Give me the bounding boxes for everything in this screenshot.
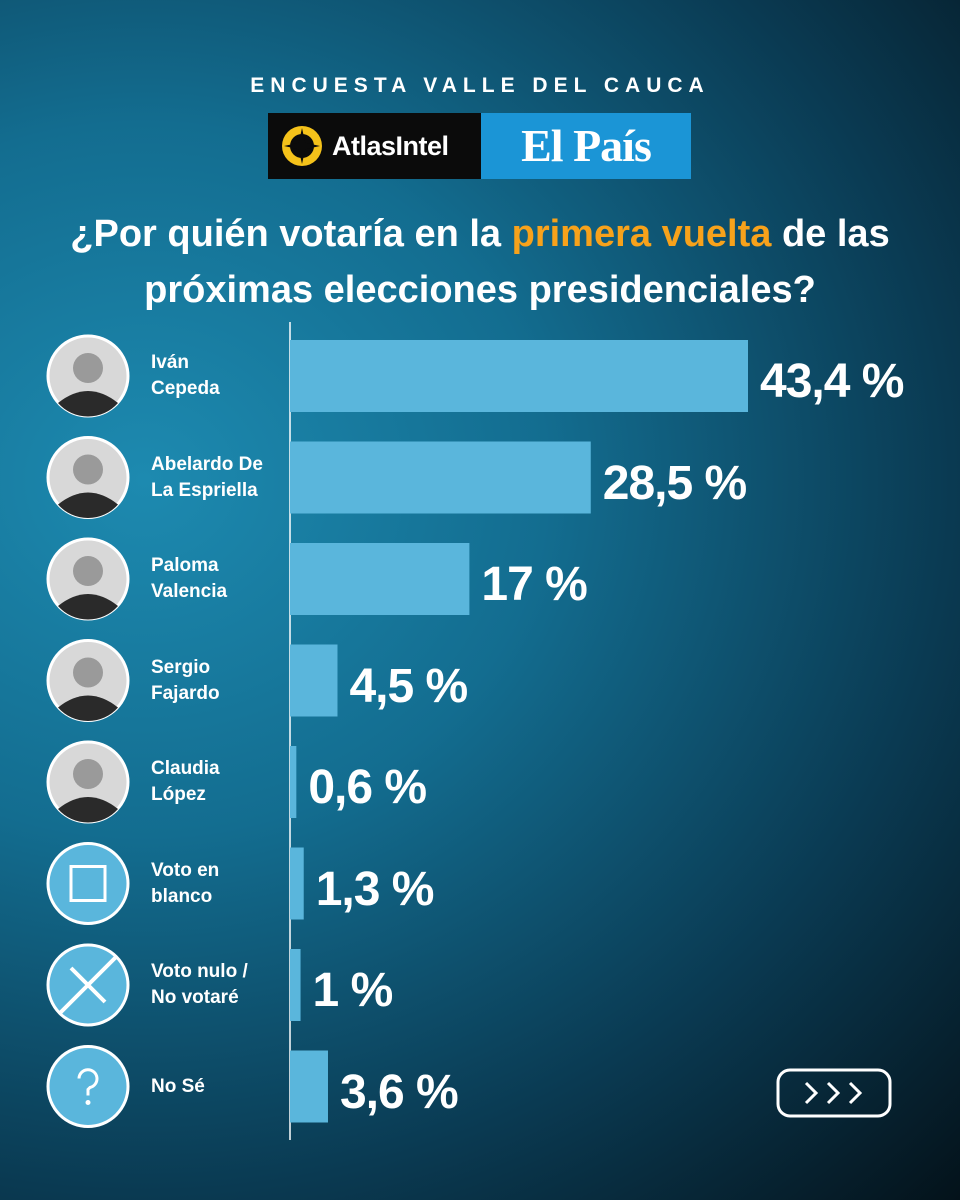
category-label: Claudia López — [151, 758, 220, 805]
bar — [290, 644, 338, 717]
avatar — [46, 1045, 130, 1128]
title-highlight: primera vuelta — [511, 213, 772, 255]
avatar — [46, 740, 130, 824]
avatar — [46, 334, 130, 418]
kicker: ENCUESTA VALLE DEL CAUCA — [250, 74, 710, 97]
bar — [290, 340, 748, 412]
value-label: 1 % — [312, 964, 394, 1017]
chart-title: ¿Por quién votaría en la primera vuelta … — [60, 206, 900, 318]
bar — [290, 441, 591, 514]
bar — [290, 543, 470, 615]
bar — [290, 949, 301, 1021]
avatar — [46, 842, 130, 925]
category-label: Voto en blanco — [151, 859, 220, 907]
value-label: 0,6 % — [308, 761, 427, 814]
value-label: 3,6 % — [339, 1065, 459, 1119]
category-label: Iván Cepeda — [151, 352, 220, 399]
avatar — [46, 436, 130, 519]
value-label: 28,5 % — [602, 456, 747, 510]
title-part: ¿Por quién votaría en la — [70, 213, 502, 255]
elpais-logo: El País — [481, 113, 691, 179]
category-label: No Sé — [151, 1075, 205, 1097]
avatar — [46, 639, 130, 722]
bar — [290, 1050, 328, 1123]
avatar — [46, 943, 130, 1027]
value-label: 43,4 % — [760, 355, 904, 408]
atlasintel-logo: AtlasIntel — [268, 113, 481, 179]
category-label: Voto nulo / No votaré — [151, 961, 248, 1008]
bar — [290, 746, 297, 818]
next-button[interactable] — [776, 1068, 892, 1118]
category-label: Paloma Valencia — [151, 555, 228, 602]
logo-icon — [282, 126, 322, 166]
category-label: Sergio Fajardo — [151, 656, 220, 704]
bar — [290, 847, 304, 920]
category-label: Abelardo De La Espriella — [151, 453, 263, 501]
avatar — [46, 537, 130, 621]
value-label: 4,5 % — [349, 659, 468, 713]
value-label: 1,3 % — [315, 862, 435, 916]
brand-left: AtlasIntel — [332, 131, 449, 161]
title-part: de las próximas elecciones presidenciale… — [144, 213, 890, 311]
value-label: 17 % — [481, 558, 587, 611]
brand-right: El País — [521, 120, 652, 171]
